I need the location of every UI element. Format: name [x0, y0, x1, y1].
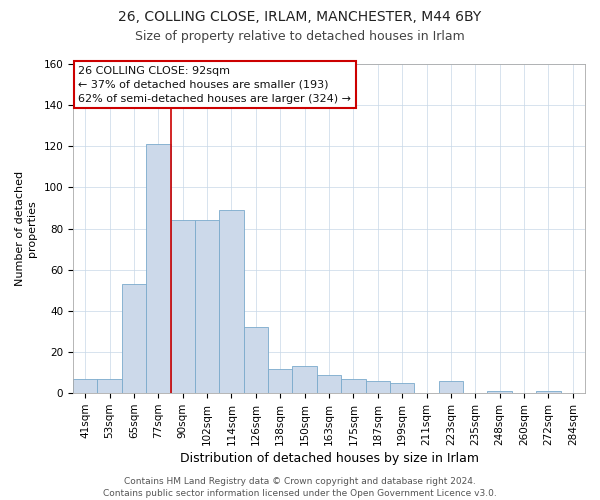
Bar	[170, 220, 195, 393]
Text: Size of property relative to detached houses in Irlam: Size of property relative to detached ho…	[135, 30, 465, 43]
Bar	[97, 379, 122, 393]
Bar	[487, 391, 512, 393]
Bar	[341, 379, 365, 393]
Bar	[244, 328, 268, 393]
Bar	[219, 210, 244, 393]
Bar	[365, 381, 390, 393]
Text: Contains HM Land Registry data © Crown copyright and database right 2024.
Contai: Contains HM Land Registry data © Crown c…	[103, 476, 497, 498]
Bar	[268, 368, 292, 393]
Bar	[292, 366, 317, 393]
Bar	[317, 374, 341, 393]
Text: 26, COLLING CLOSE, IRLAM, MANCHESTER, M44 6BY: 26, COLLING CLOSE, IRLAM, MANCHESTER, M4…	[118, 10, 482, 24]
X-axis label: Distribution of detached houses by size in Irlam: Distribution of detached houses by size …	[179, 452, 479, 465]
Bar	[73, 379, 97, 393]
Bar	[146, 144, 170, 393]
Y-axis label: Number of detached
properties: Number of detached properties	[15, 171, 37, 286]
Bar	[122, 284, 146, 393]
Bar	[536, 391, 560, 393]
Text: 26 COLLING CLOSE: 92sqm
← 37% of detached houses are smaller (193)
62% of semi-d: 26 COLLING CLOSE: 92sqm ← 37% of detache…	[78, 66, 351, 104]
Bar	[439, 381, 463, 393]
Bar	[390, 383, 415, 393]
Bar	[195, 220, 219, 393]
